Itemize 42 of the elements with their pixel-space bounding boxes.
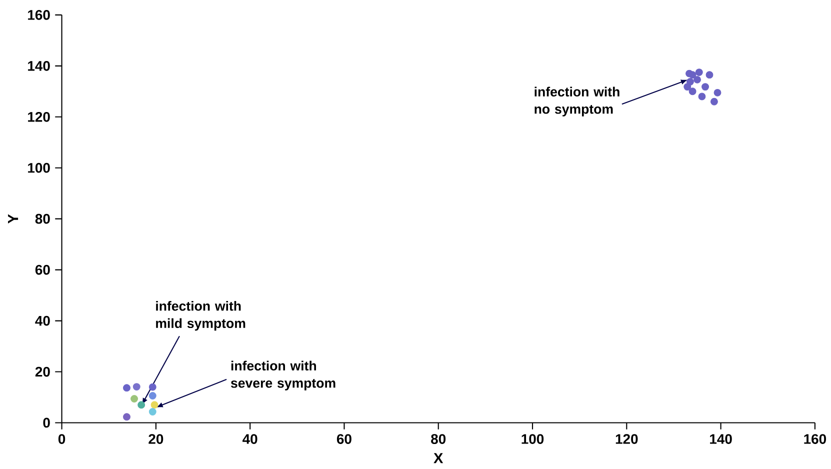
point [684, 83, 692, 91]
point [123, 384, 130, 392]
x-tick-label: 120 [616, 434, 638, 444]
y-tick-label: 40 [35, 316, 50, 326]
x-tick-label: 60 [336, 434, 352, 444]
point [710, 98, 718, 106]
y-tick-label: 20 [35, 367, 50, 377]
x-tick-label: 140 [710, 434, 732, 444]
point [694, 76, 701, 84]
y-axis-title: Y [8, 214, 18, 224]
x-tick-label: 160 [804, 434, 826, 444]
point [688, 71, 696, 79]
y-tick-label: 120 [28, 112, 50, 122]
point [148, 392, 156, 400]
point [698, 93, 706, 100]
annotation: infection with severe symptom [230, 360, 336, 391]
x-tick-label: 80 [431, 434, 446, 444]
point [138, 401, 146, 409]
point [132, 383, 140, 391]
point [130, 395, 138, 403]
x-axis-title: X [434, 453, 444, 464]
y-tick-label: 160 [28, 10, 50, 20]
y-tick-label: 100 [28, 163, 50, 174]
x-tick-label: 40 [242, 434, 258, 444]
x-tick-label: 0 [58, 434, 66, 444]
point [714, 89, 722, 97]
point [695, 68, 703, 76]
point [702, 83, 709, 91]
point [688, 88, 696, 96]
y-tick-label: 140 [28, 61, 50, 72]
point [706, 71, 714, 79]
point [148, 408, 156, 416]
point [123, 413, 130, 421]
y-tick-label: 80 [35, 214, 50, 224]
point [150, 401, 158, 409]
x-tick-label: 100 [522, 434, 544, 444]
annotation: infection with mild symptom [156, 301, 246, 331]
y-tick-label: 0 [43, 418, 50, 428]
x-tick-label: 20 [148, 434, 164, 444]
annotation: infection with no symptom [534, 86, 620, 117]
y-tick-label: 60 [35, 265, 50, 275]
point [148, 384, 156, 391]
